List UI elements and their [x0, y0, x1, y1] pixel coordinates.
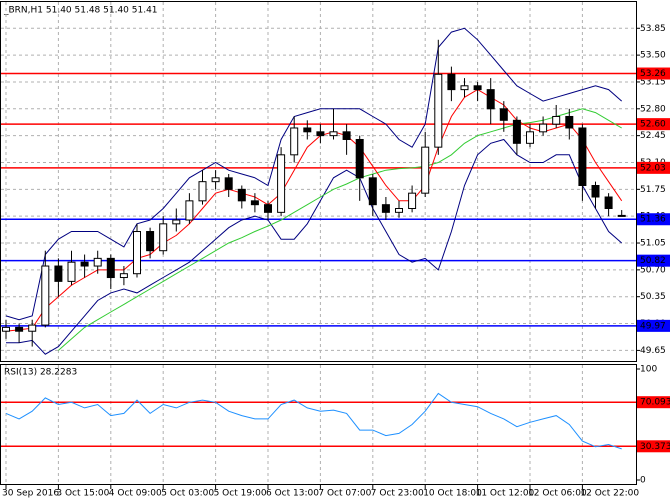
candle-body: [539, 123, 548, 133]
candle-body: [421, 146, 430, 194]
candle-body: [303, 127, 312, 133]
candle-body: [408, 192, 417, 210]
candle-body: [250, 200, 259, 206]
candle-body: [526, 131, 534, 144]
candle-body: [41, 265, 50, 326]
candle-body: [355, 138, 364, 179]
candle-body: [185, 200, 194, 221]
level-label-box: [637, 440, 670, 453]
candle-body: [447, 73, 456, 91]
candle-body: [54, 265, 63, 282]
candle-body: [578, 127, 587, 187]
price-title: _BRN,H1 51.40 51.48 51.40 51.41: [3, 6, 158, 16]
x-tick-label: 3 Oct 15:00: [56, 489, 109, 499]
candle-body: [368, 177, 377, 206]
candle-body: [381, 204, 390, 213]
level-label: 53.26: [640, 69, 666, 79]
candle-body: [591, 185, 600, 198]
candle-body: [159, 223, 168, 252]
level-label-box: [637, 67, 670, 80]
y-tick-label: 100: [640, 365, 657, 375]
candle-body: [565, 115, 574, 129]
x-tick-label: 4 Oct 09:00: [109, 489, 162, 499]
candle-body: [290, 127, 299, 156]
candle-body: [277, 154, 286, 213]
level-label: 52.60: [640, 120, 666, 130]
y-tick-label: 52.45: [640, 131, 666, 141]
candle-body: [329, 131, 338, 137]
level-label-box: [637, 213, 670, 226]
level-label-box: [637, 396, 670, 409]
level-label-box: [637, 319, 670, 332]
candle-body: [617, 214, 626, 217]
candle-body: [604, 196, 613, 210]
y-tick-label: 53.85: [640, 24, 666, 34]
candle-body: [28, 324, 37, 332]
x-tick-label: 12 Oct 06:00: [528, 489, 587, 499]
candle-body: [237, 188, 246, 202]
y-tick-label: 53.15: [640, 77, 666, 87]
candle-body: [486, 89, 495, 110]
candle-body: [67, 261, 76, 282]
candle-body: [460, 85, 469, 91]
candle-body: [119, 273, 128, 279]
level-label-box: [637, 161, 670, 174]
candle-body: [473, 85, 482, 91]
candle-body: [172, 219, 181, 225]
y-tick-label: 52.80: [640, 104, 666, 114]
x-tick-label: 11 Oct 12:00: [476, 489, 535, 499]
indicator-line: [5, 27, 623, 321]
y-tick-label: 53.50: [640, 51, 666, 61]
candle-body: [80, 261, 89, 267]
level-label: 49.97: [640, 321, 666, 331]
x-tick-label: 5 Oct 19:00: [214, 489, 267, 499]
candle-body: [198, 181, 207, 202]
x-tick-label: 5 Oct 03:00: [161, 489, 214, 499]
indicator-line: [5, 392, 622, 450]
level-label: 50.82: [640, 256, 666, 266]
candle-body: [106, 257, 115, 279]
candle-body: [342, 131, 351, 140]
level-label: 52.03: [640, 163, 666, 173]
candle-body: [264, 204, 272, 213]
candle-body: [2, 326, 10, 332]
y-tick-label: 0: [640, 476, 646, 486]
candle-body: [395, 208, 403, 213]
y-tick-label: 50.35: [640, 292, 666, 302]
candle-body: [552, 115, 561, 125]
indicator-line: [6, 138, 623, 355]
level-label-box: [637, 118, 670, 131]
level-label: 30.3738: [640, 442, 670, 452]
candle-body: [146, 231, 155, 252]
price-panel: [0, 1, 637, 362]
candle-body: [211, 177, 220, 183]
candle-body: [512, 119, 521, 144]
rsi-panel: [0, 364, 637, 485]
x-tick-label: 12 Oct 22:00: [580, 489, 639, 499]
candle-body: [499, 108, 508, 121]
rsi-title: RSI(13) 28.2283: [4, 368, 77, 378]
candle-body: [133, 231, 141, 275]
candle-body: [224, 177, 233, 190]
indicator-line: [58, 108, 622, 351]
y-tick-label: 49.65: [640, 346, 666, 356]
y-tick-label: 50.70: [640, 265, 666, 275]
x-tick-label: 7 Oct 07:00: [318, 489, 371, 499]
candle-body: [434, 73, 443, 148]
x-tick-label: 30 Sep 2016: [2, 489, 59, 499]
candle-body: [93, 257, 102, 267]
candle-body: [316, 131, 325, 137]
y-tick-label: 51.75: [640, 185, 666, 195]
candle-body: [15, 326, 24, 332]
level-label: 70.0935: [640, 398, 670, 408]
x-tick-label: 10 Oct 18:00: [423, 489, 482, 499]
x-tick-label: 6 Oct 13:00: [266, 489, 319, 499]
level-label-box: [637, 254, 670, 267]
level-label: 51.36: [640, 215, 666, 225]
x-tick-label: 7 Oct 23:00: [371, 489, 424, 499]
y-tick-label: 51.05: [640, 239, 666, 249]
